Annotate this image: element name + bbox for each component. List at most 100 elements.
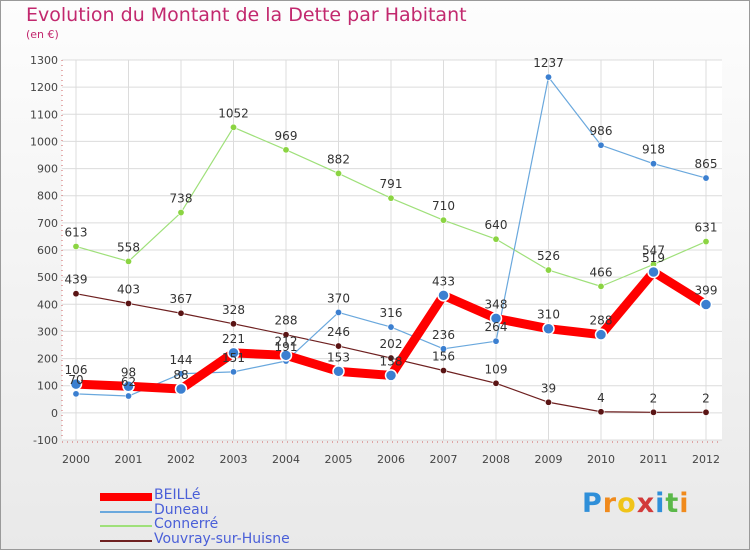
data-point xyxy=(492,337,500,345)
data-point xyxy=(230,368,238,376)
data-point xyxy=(649,160,657,168)
data-point xyxy=(282,146,290,154)
data-point xyxy=(439,216,447,224)
y-tick-label: 300 xyxy=(37,325,58,338)
data-label: 212 xyxy=(275,334,298,348)
data-label: 969 xyxy=(275,129,298,143)
data-label: 738 xyxy=(170,192,193,206)
legend-label: BEILLé xyxy=(154,487,201,503)
data-label: 367 xyxy=(170,292,193,306)
data-point xyxy=(69,377,83,391)
data-point xyxy=(492,235,500,243)
data-point xyxy=(174,382,188,396)
data-label: 1237 xyxy=(533,56,564,70)
y-tick-label: 200 xyxy=(37,353,58,366)
data-label: 918 xyxy=(642,143,665,157)
x-tick-label: 2012 xyxy=(692,453,720,466)
x-tick-label: 2011 xyxy=(640,453,668,466)
data-label: 153 xyxy=(327,350,350,364)
data-label: 221 xyxy=(222,332,245,346)
data-point xyxy=(125,299,133,307)
legend-swatch xyxy=(100,525,152,527)
data-point xyxy=(332,365,345,378)
data-label: 144 xyxy=(170,353,193,367)
logo-letter: i xyxy=(679,488,690,519)
data-label: 547 xyxy=(642,243,665,257)
data-point xyxy=(227,346,240,360)
x-tick-label: 2004 xyxy=(272,453,300,466)
data-label: 39 xyxy=(541,381,556,395)
legend-swatch xyxy=(100,540,152,542)
data-label: 191 xyxy=(275,340,298,354)
y-tick-label: 100 xyxy=(37,380,58,393)
x-tick-label: 2000 xyxy=(62,453,90,466)
proxiti-logo: Proxiti xyxy=(582,488,690,519)
data-label: 439 xyxy=(65,273,88,287)
data-label: 865 xyxy=(695,157,718,171)
logo-letter: r xyxy=(602,488,618,519)
data-label: 631 xyxy=(695,221,718,235)
x-tick-label: 2009 xyxy=(535,453,563,466)
data-label: 882 xyxy=(327,152,350,166)
data-label: 202 xyxy=(380,337,403,351)
x-tick-label: 2001 xyxy=(115,453,143,466)
x-tick-label: 2003 xyxy=(220,453,248,466)
data-label: 316 xyxy=(380,306,403,320)
data-point xyxy=(699,298,713,311)
x-tick-label: 2010 xyxy=(587,453,615,466)
data-point xyxy=(279,349,293,362)
data-point xyxy=(230,320,238,328)
y-tick-label: -100 xyxy=(33,434,58,447)
data-point xyxy=(702,408,710,416)
data-point xyxy=(597,141,605,149)
data-point xyxy=(230,123,238,131)
data-point xyxy=(282,331,290,339)
data-label: 138 xyxy=(380,354,403,368)
logo-letter: i xyxy=(655,488,666,519)
x-tick-label: 2002 xyxy=(167,453,195,466)
data-label: 526 xyxy=(537,249,560,263)
data-label: 88 xyxy=(173,368,188,382)
data-point xyxy=(544,398,552,406)
data-point xyxy=(597,408,605,416)
data-label: 236 xyxy=(432,328,455,342)
data-label: 109 xyxy=(485,362,508,376)
data-label: 399 xyxy=(695,284,718,298)
data-point xyxy=(384,369,398,382)
data-point xyxy=(597,282,605,290)
data-label: 310 xyxy=(537,308,560,322)
data-label: 106 xyxy=(65,363,88,377)
data-point xyxy=(594,328,608,341)
legend-label: Connerré xyxy=(154,516,219,532)
data-point xyxy=(334,308,342,316)
data-point xyxy=(72,242,80,250)
data-point xyxy=(177,209,185,217)
data-point xyxy=(72,290,80,298)
data-point xyxy=(387,323,395,331)
data-label: 519 xyxy=(642,251,665,265)
data-point xyxy=(439,345,447,353)
data-point xyxy=(542,322,555,335)
data-point xyxy=(544,266,552,274)
legend-swatch xyxy=(100,511,152,513)
x-tick-label: 2005 xyxy=(325,453,353,466)
x-tick-label: 2007 xyxy=(430,453,458,466)
y-tick-label: 1300 xyxy=(30,54,58,67)
data-label: 2 xyxy=(650,391,658,405)
x-tick-label: 2008 xyxy=(482,453,510,466)
data-point xyxy=(649,408,657,416)
data-label: 403 xyxy=(117,282,140,296)
x-tick-label: 2006 xyxy=(377,453,405,466)
data-point xyxy=(387,194,395,202)
data-label: 62 xyxy=(121,375,136,389)
data-label: 791 xyxy=(380,177,403,191)
data-label: 156 xyxy=(432,350,455,364)
logo-letter: t xyxy=(665,488,680,519)
data-label: 1052 xyxy=(218,106,249,120)
y-tick-label: 900 xyxy=(37,163,58,176)
y-tick-label: 800 xyxy=(37,190,58,203)
data-point xyxy=(437,289,450,302)
data-label: 640 xyxy=(485,218,508,232)
data-label: 246 xyxy=(327,325,350,339)
